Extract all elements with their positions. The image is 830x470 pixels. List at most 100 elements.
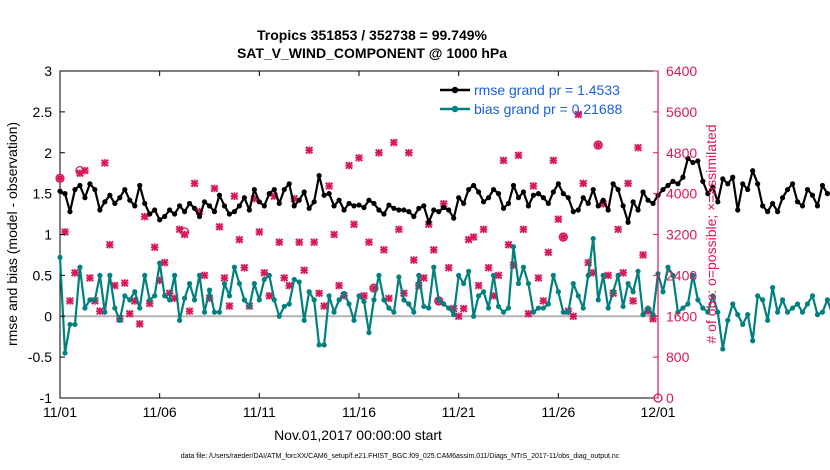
bias-point bbox=[570, 280, 576, 287]
y-right-tick-label: 800 bbox=[666, 349, 690, 365]
rmse-point bbox=[271, 186, 277, 193]
bias-point bbox=[261, 276, 267, 283]
y-right-axis-ticks: 0 800 1600 2400 3200 4000 4800 5600 6400 bbox=[653, 63, 697, 406]
obs-assimilated-marker bbox=[230, 192, 239, 201]
bias-point bbox=[625, 280, 631, 287]
rmse-point bbox=[132, 203, 138, 209]
bias-point bbox=[67, 321, 73, 328]
rmse-point bbox=[490, 186, 497, 193]
bias-point bbox=[371, 297, 377, 303]
rmse-point bbox=[276, 200, 282, 207]
y-left-tick-label: 0.5 bbox=[33, 267, 53, 283]
rmse-point bbox=[585, 200, 591, 207]
bias-point bbox=[565, 309, 571, 315]
bias-point bbox=[824, 297, 830, 303]
y-right-tick-label: 2400 bbox=[666, 267, 697, 283]
rmse-point bbox=[316, 173, 322, 179]
bias-point bbox=[221, 280, 228, 287]
x-tick-label: 11/06 bbox=[143, 404, 177, 420]
obs-assimilated-marker bbox=[240, 263, 249, 272]
bias-point bbox=[725, 317, 731, 323]
bias-point bbox=[784, 309, 791, 315]
bias-point bbox=[675, 309, 681, 315]
rmse-point bbox=[261, 203, 267, 209]
bias-point bbox=[685, 301, 691, 307]
obs-assimilated-marker bbox=[95, 307, 104, 316]
rmse-point bbox=[710, 184, 716, 190]
y-left-tick-label: 2 bbox=[44, 145, 52, 161]
rmse-point bbox=[495, 191, 502, 197]
rmse-point bbox=[640, 189, 646, 195]
rmse-point bbox=[216, 192, 223, 198]
rmse-point bbox=[779, 195, 786, 201]
obs-assimilated-marker bbox=[255, 228, 264, 236]
bias-point bbox=[446, 305, 452, 311]
obs-assimilated-marker bbox=[355, 153, 363, 162]
obs-assimilated-marker bbox=[384, 294, 393, 303]
rmse-point bbox=[745, 186, 751, 193]
obs-assimilated-marker bbox=[220, 274, 229, 282]
bias-point bbox=[137, 305, 143, 311]
y-left-tick-label: 1.5 bbox=[33, 186, 53, 202]
obs-assimilated-marker bbox=[389, 138, 398, 147]
rmse-point bbox=[799, 203, 806, 209]
bias-point bbox=[515, 280, 522, 287]
bias-point bbox=[690, 272, 696, 278]
bias-point bbox=[530, 309, 537, 315]
bias-point bbox=[381, 297, 387, 303]
bias-point bbox=[670, 272, 676, 278]
x-axis-ticks: 11/01 11/06 11/11 11/16 11/21 11/26 12/01 bbox=[43, 71, 676, 420]
bias-point bbox=[286, 301, 292, 307]
obs-assimilated-marker bbox=[569, 312, 578, 321]
rmse-point bbox=[605, 207, 611, 213]
rmse-point bbox=[177, 203, 183, 209]
rmse-series bbox=[57, 155, 830, 225]
rmse-point bbox=[57, 188, 63, 194]
rmse-point bbox=[421, 203, 427, 209]
bias-point bbox=[421, 303, 427, 310]
rmse-point bbox=[311, 199, 317, 205]
rmse-point bbox=[147, 211, 153, 217]
bias-point bbox=[87, 297, 93, 303]
rmse-point bbox=[525, 203, 532, 209]
obs-possible-marker bbox=[558, 232, 568, 242]
bias-point bbox=[580, 305, 586, 311]
bias-point bbox=[241, 297, 247, 303]
bias-point bbox=[306, 289, 312, 295]
rmse-point bbox=[201, 199, 208, 205]
rmse-point bbox=[580, 195, 586, 201]
bias-point bbox=[331, 309, 337, 315]
bias-point bbox=[72, 321, 78, 328]
bias-point bbox=[117, 317, 123, 323]
rmse-point bbox=[500, 205, 507, 211]
y-left-tick-label: 2.5 bbox=[33, 104, 53, 120]
obs-assimilated-marker bbox=[295, 238, 304, 247]
obs-possible-marker bbox=[55, 173, 65, 183]
bias-point bbox=[500, 309, 507, 315]
rmse-point bbox=[341, 207, 347, 213]
bias-point bbox=[57, 254, 63, 260]
rmse-point bbox=[565, 195, 571, 201]
obs-possible-marker bbox=[369, 283, 379, 293]
x-tick-label: 11/26 bbox=[541, 404, 575, 420]
rmse-point bbox=[520, 189, 527, 195]
bias-point bbox=[167, 297, 173, 303]
obs-assimilated-marker bbox=[105, 240, 114, 249]
obs-assimilated-marker bbox=[394, 225, 403, 234]
y-left-axis-ticks: -1 -0.5 0 0.5 1 1.5 2 2.5 3 bbox=[28, 63, 65, 406]
rmse-point bbox=[789, 181, 796, 187]
bias-point bbox=[610, 289, 616, 295]
bias-point bbox=[231, 264, 238, 270]
bias-point bbox=[750, 338, 756, 344]
obs-assimilated-marker bbox=[66, 297, 74, 305]
rmse-point bbox=[750, 168, 756, 174]
legend-rmse-marker bbox=[451, 86, 459, 94]
rmse-point bbox=[700, 178, 706, 184]
obs-assimilated-marker bbox=[534, 274, 543, 282]
rmse-point bbox=[740, 181, 746, 187]
obs-assimilated-marker bbox=[350, 220, 358, 229]
obs-assimilated-marker bbox=[100, 159, 109, 167]
rmse-point bbox=[306, 205, 312, 211]
bias-point bbox=[361, 298, 367, 305]
bias-point bbox=[92, 297, 98, 303]
